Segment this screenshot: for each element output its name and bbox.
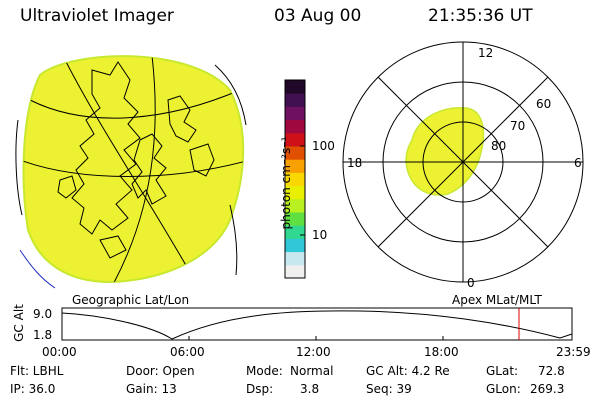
status-glat-label: GLat:: [486, 364, 519, 378]
mlat-label-60: 60: [536, 97, 552, 111]
graticule-line: [59, 56, 201, 282]
time-label: 21:35:36 UT: [428, 6, 533, 26]
status-glon-label: GLon:: [486, 382, 521, 396]
status-dsp-value: 3.8: [300, 382, 320, 396]
altitude-xtick: 18:00: [424, 345, 459, 359]
mlat-label-80: 80: [491, 139, 507, 153]
color-bar-segment: [285, 172, 305, 187]
color-bar-segment: [285, 264, 305, 279]
coastline: [167, 95, 197, 143]
date-label: 03 Aug 00: [274, 6, 362, 26]
altitude-frame: [61, 307, 573, 341]
color-bar-segment: [285, 212, 305, 226]
outline-arc: [19, 249, 56, 289]
color-bar-segment: [285, 146, 305, 160]
mlt-label-18: 18: [347, 156, 363, 170]
altitude-ytick: 9.0: [33, 307, 53, 321]
status-ip: IP: 36.0: [10, 382, 56, 396]
geographic-map: [15, 55, 247, 289]
altitude-xtick: 06:00: [170, 345, 205, 359]
polar-map: [342, 41, 584, 283]
color-bar: [285, 80, 305, 279]
coastline: [71, 61, 141, 235]
color-bar-segment: [285, 93, 305, 107]
coastline: [189, 143, 215, 177]
mlat-label-70: 70: [510, 119, 526, 133]
color-bar-segment: [285, 159, 305, 173]
status-glat-value: 72.8: [538, 364, 565, 378]
status-glon-value: 269.3: [530, 382, 565, 396]
altitude-xtick: 23:59: [556, 345, 591, 359]
color-bar-segment: [285, 251, 305, 266]
altitude-xtick: 12:00: [296, 345, 331, 359]
status-dsp-label: Dsp:: [246, 382, 274, 396]
color-bar-tick-label: 10: [312, 228, 328, 242]
status-filter: Flt: LBHL: [10, 364, 64, 378]
coastline: [57, 175, 77, 199]
color-bar-segment: [285, 198, 305, 213]
altitude-ytick: 1.8: [33, 328, 53, 342]
mlt-label-6: 6: [574, 156, 582, 170]
polar-map-label: Apex MLat/MLT: [452, 293, 542, 307]
color-bar-unit-label: photon cm⁻²s⁻¹: [279, 136, 293, 230]
right-image-blob: [405, 107, 485, 196]
status-mode-value: Normal: [290, 364, 334, 378]
altitude-curve: [61, 310, 573, 340]
mlt-label-0: 0: [467, 276, 475, 290]
color-bar-segment: [285, 106, 305, 121]
instrument-title: Ultraviolet Imager: [20, 6, 174, 26]
altitude-ylabel: GC Alt: [12, 304, 26, 342]
status-gain: Gain: 13: [126, 382, 177, 396]
status-door: Door: Open: [126, 364, 195, 378]
color-bar-segment: [285, 238, 305, 253]
status-seq: Seq: 39: [366, 382, 412, 396]
coastline: [131, 133, 167, 205]
status-gc-alt: GC Alt: 4.2 Re: [366, 364, 450, 378]
color-bar-segment: [285, 119, 305, 134]
graticule-line: [23, 159, 244, 177]
graticule-line: [109, 56, 156, 282]
color-bar-segment: [285, 185, 305, 200]
graticule-line: [229, 204, 238, 276]
color-bar-frame: [284, 79, 306, 279]
graticule-line: [29, 89, 241, 119]
coastline: [99, 235, 127, 259]
graticule-line: [214, 64, 247, 126]
mlt-label-12: 12: [478, 46, 494, 60]
geographic-map-label: Geographic Lat/Lon: [72, 293, 190, 307]
altitude-xtick: 00:00: [42, 345, 77, 359]
status-mode-label: Mode:: [246, 364, 283, 378]
color-bar-tick-label: 100: [312, 139, 335, 153]
graticule-line: [15, 119, 23, 216]
mlt-spoke: [377, 76, 549, 248]
color-bar-segment: [285, 80, 305, 94]
color-bar-segment: [285, 132, 305, 147]
altitude-plot: [61, 307, 573, 341]
